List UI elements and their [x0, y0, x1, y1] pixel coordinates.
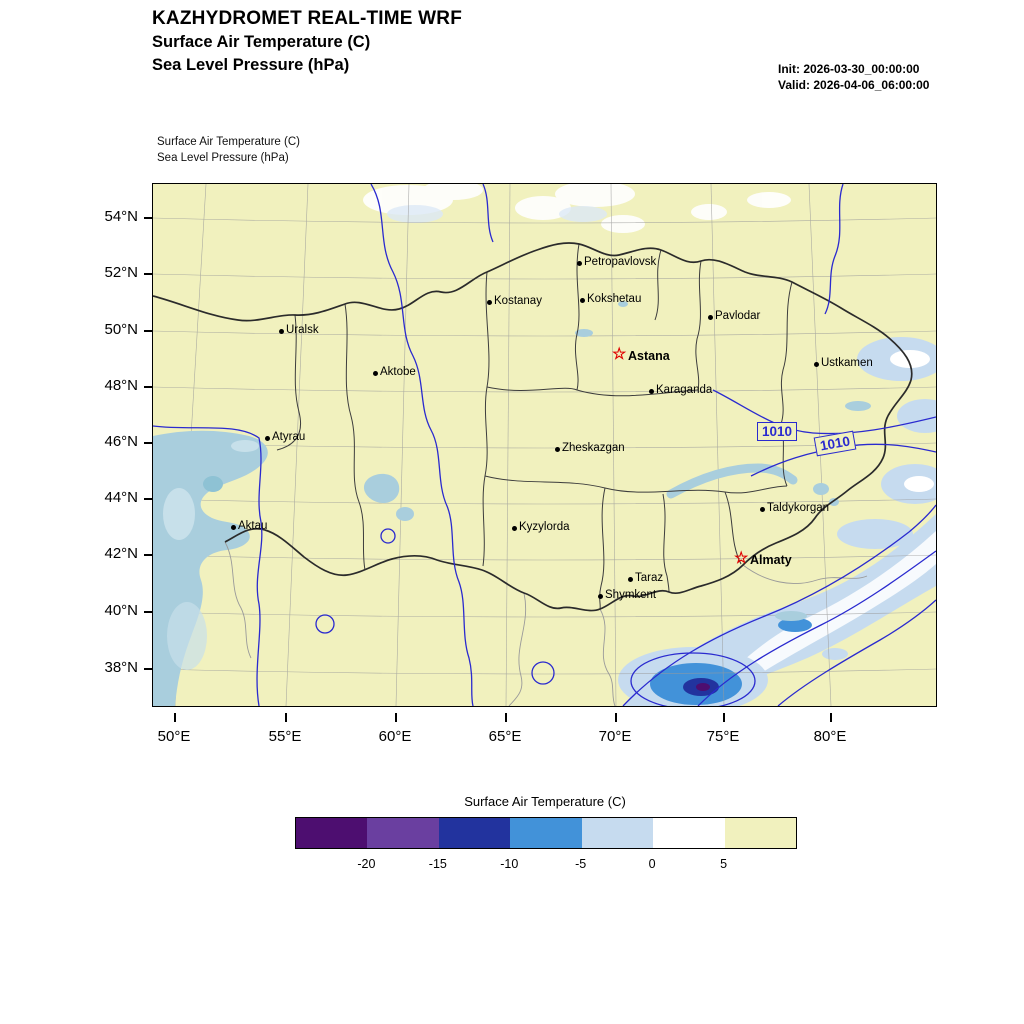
kazakhstan-border — [153, 242, 913, 612]
colorbar-tick-label: -20 — [357, 857, 376, 871]
colorbar-tick-label: -10 — [500, 857, 519, 871]
map-variable-label-pressure: Sea Level Pressure (hPa) — [157, 152, 289, 164]
page-subtitle-pressure: Sea Level Pressure (hPa) — [152, 56, 350, 74]
init-timestamp: Init: 2026-03-30_00:00:00 — [778, 62, 920, 76]
x-axis-label: 55°E — [250, 713, 320, 745]
aral-sea — [363, 473, 414, 521]
colorbar-tick-label: 5 — [720, 857, 728, 871]
map-variable-label-temperature: Surface Air Temperature (C) — [157, 136, 300, 148]
y-axis-label: 48°N — [78, 377, 153, 394]
colorbar-tick-label: -5 — [575, 857, 587, 871]
x-axis-label: 75°E — [688, 713, 758, 745]
colorbar-tick-label: -15 — [428, 857, 447, 871]
cool-air-shading-north — [387, 205, 607, 223]
y-axis-label: 40°N — [78, 602, 153, 619]
colorbar-segments — [295, 817, 797, 849]
y-axis-label: 38°N — [78, 659, 153, 676]
colorbar-segment — [653, 818, 725, 848]
y-axis-label: 44°N — [78, 489, 153, 506]
x-axis-label: 65°E — [470, 713, 540, 745]
page-title: KAZHYDROMET REAL-TIME WRF — [152, 8, 463, 29]
map-plot-area: 1010 1010 Petropavlovsk Kostanay Kokshetau P… — [152, 183, 937, 707]
colorbar-segment — [296, 818, 368, 848]
colorbar-segment — [367, 818, 439, 848]
y-axis-label: 54°N — [78, 208, 153, 225]
valid-timestamp: Valid: 2026-04-06_06:00:00 — [778, 78, 930, 92]
cool-air-shading-east — [837, 337, 936, 549]
colorbar-segment — [581, 818, 654, 848]
y-axis-label: 50°N — [78, 321, 153, 338]
colorbar-segment — [510, 818, 582, 848]
colorbar-ticks: -20 -15 -10 -5 0 5 — [295, 857, 795, 875]
colorbar-tick-label: 0 — [648, 857, 656, 871]
country-borders — [224, 541, 868, 706]
caspian-sea — [153, 430, 268, 706]
page-subtitle-temperature: Surface Air Temperature (C) — [152, 33, 371, 51]
x-axis-label: 50°E — [139, 713, 209, 745]
y-axis-label: 42°N — [78, 545, 153, 562]
colorbar-title: Surface Air Temperature (C) — [464, 794, 626, 809]
x-axis-label: 70°E — [580, 713, 650, 745]
y-axis-label: 46°N — [78, 433, 153, 450]
colorbar-segment — [438, 818, 511, 848]
isobar-contours — [153, 184, 936, 706]
x-axis-label: 80°E — [795, 713, 865, 745]
map-canvas — [153, 184, 936, 706]
y-axis-label: 52°N — [78, 264, 153, 281]
small-lakes — [575, 301, 871, 621]
colorbar-segment — [724, 818, 796, 848]
region-borders — [276, 243, 793, 610]
graticule — [153, 184, 936, 706]
x-axis-label: 60°E — [360, 713, 430, 745]
